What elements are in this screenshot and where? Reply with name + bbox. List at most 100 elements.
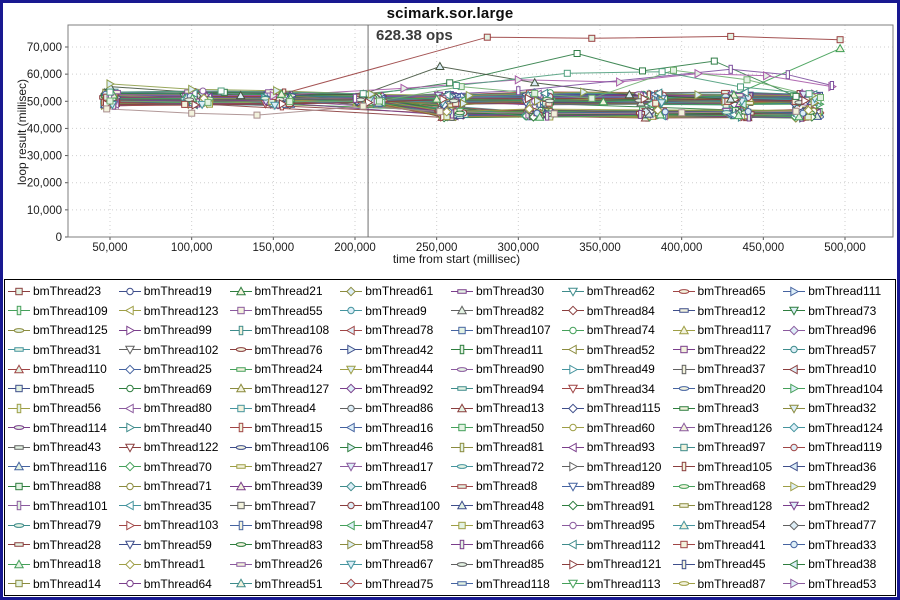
legend-item: bmThread94: [451, 380, 560, 398]
series-marker-icon: [783, 383, 806, 394]
series-marker-icon: [783, 307, 806, 317]
legend-item-label: bmThread115: [586, 401, 661, 416]
series-marker-icon: [118, 325, 141, 336]
chart-canvas: 50,000 100,000 150,000 200,000 250,000 300,00…: [27, 24, 894, 254]
legend-item-label: bmThread64: [143, 576, 212, 591]
legend-item-label: bmThread90: [476, 362, 545, 377]
legend-item-label: bmThread61: [365, 284, 434, 299]
series-marker-icon: [229, 480, 252, 490]
legend-item: bmThread19: [118, 282, 228, 300]
legend-item-label: bmThread16: [365, 420, 434, 435]
legend-item: bmThread78: [340, 321, 449, 339]
legend-item: bmThread47: [340, 516, 449, 534]
legend-item-label: bmThread29: [808, 479, 877, 494]
series-marker-icon: [561, 344, 584, 355]
legend-item-label: bmThread114: [33, 420, 107, 435]
series-marker-icon: [672, 519, 695, 529]
svg-text:150,000: 150,000: [253, 242, 295, 254]
legend-item-label: bmThread93: [586, 440, 655, 455]
series-marker-icon: [783, 540, 806, 549]
legend-item-label: bmThread56: [33, 401, 102, 416]
legend-item: bmThread6: [340, 477, 449, 495]
series-marker-icon: [229, 307, 252, 315]
legend-item-label: bmThread103: [143, 518, 219, 533]
legend-item-label: bmThread77: [808, 518, 877, 533]
legend-item-label: bmThread97: [697, 440, 766, 455]
series-marker-icon: [340, 481, 363, 492]
legend-item-label: bmThread86: [365, 401, 434, 416]
series-marker-icon: [783, 461, 806, 472]
series-marker-icon: [672, 540, 695, 549]
svg-text:350,000: 350,000: [579, 242, 621, 254]
legend-item: bmThread74: [561, 321, 671, 339]
legend-item-label: bmThread58: [365, 537, 434, 552]
series-marker-icon: [229, 464, 252, 469]
legend-item: bmThread103: [118, 516, 228, 534]
legend-item-label: bmThread27: [254, 459, 323, 474]
legend-item-label: bmThread72: [476, 459, 545, 474]
legend-item: bmThread118: [451, 575, 560, 593]
legend-item: bmThread46: [340, 438, 449, 456]
svg-text:300,000: 300,000: [498, 242, 540, 254]
svg-text:250,000: 250,000: [416, 242, 458, 254]
legend-item: bmThread39: [229, 477, 339, 495]
series-marker-icon: [561, 424, 584, 432]
legend-item-label: bmThread125: [33, 323, 108, 338]
legend-item: bmThread72: [451, 458, 560, 476]
series-marker-icon: [118, 346, 141, 356]
legend-item-label: bmThread51: [254, 576, 323, 591]
legend-item: bmThread32: [783, 399, 892, 417]
legend-item: bmThread79: [8, 516, 117, 534]
series-marker-icon: [672, 289, 695, 294]
series-marker-icon: [118, 305, 141, 316]
svg-text:0: 0: [56, 232, 62, 244]
legend-item: bmThread36: [783, 458, 892, 476]
series-marker-icon: [229, 286, 252, 296]
series-marker-icon: [451, 521, 473, 529]
legend-item-label: bmThread2: [808, 498, 870, 513]
legend-item: bmThread99: [118, 321, 228, 339]
series-marker-icon: [561, 579, 584, 589]
svg-text:400,000: 400,000: [661, 242, 703, 254]
legend-item-label: bmThread82: [476, 303, 545, 318]
legend-item-label: bmThread95: [586, 518, 655, 533]
series-marker-icon: [451, 345, 473, 355]
svg-text:50,000: 50,000: [92, 242, 127, 254]
series-marker-icon: [672, 461, 695, 472]
legend-item: bmThread111: [783, 282, 892, 300]
legend-item-label: bmThread85: [476, 557, 545, 572]
legend-item-label: bmThread37: [697, 362, 766, 377]
series-marker-icon: [8, 347, 30, 353]
svg-text:40,000: 40,000: [27, 123, 62, 135]
series-marker-icon: [8, 482, 30, 490]
legend-item-label: bmThread71: [143, 479, 212, 494]
legend-item: bmThread13: [451, 399, 560, 417]
series-marker-icon: [672, 406, 695, 411]
series-lines: [103, 35, 841, 119]
legend-item-label: bmThread33: [808, 537, 877, 552]
legend-item: bmThread127: [229, 380, 339, 398]
series-marker-icon: [672, 503, 695, 508]
series-marker-icon: [229, 578, 252, 588]
series-marker-icon: [783, 346, 806, 354]
legend-item: bmThread51: [229, 575, 339, 593]
legend-item-label: bmThread118: [476, 576, 550, 591]
series-marker-icon: [451, 403, 473, 412]
legend-item-label: bmThread107: [476, 323, 551, 338]
legend-item-label: bmThread76: [254, 342, 323, 357]
legend-item: bmThread44: [340, 360, 449, 378]
series-marker-icon: [340, 539, 363, 550]
series-marker-icon: [451, 539, 473, 550]
series-marker-icon: [672, 325, 695, 335]
legend-item-label: bmThread123: [143, 303, 219, 318]
series-marker-icon: [340, 286, 363, 297]
legend-item-label: bmThread20: [697, 381, 766, 396]
legend-item-label: bmThread44: [365, 362, 434, 377]
svg-text:70,000: 70,000: [27, 42, 62, 54]
legend-item-label: bmThread102: [143, 342, 219, 357]
legend-item-label: bmThread30: [476, 284, 545, 299]
series-marker-icon: [340, 560, 363, 570]
legend-item: bmThread33: [783, 536, 892, 554]
series-marker-icon: [783, 286, 806, 297]
legend-item: bmThread73: [783, 302, 892, 320]
